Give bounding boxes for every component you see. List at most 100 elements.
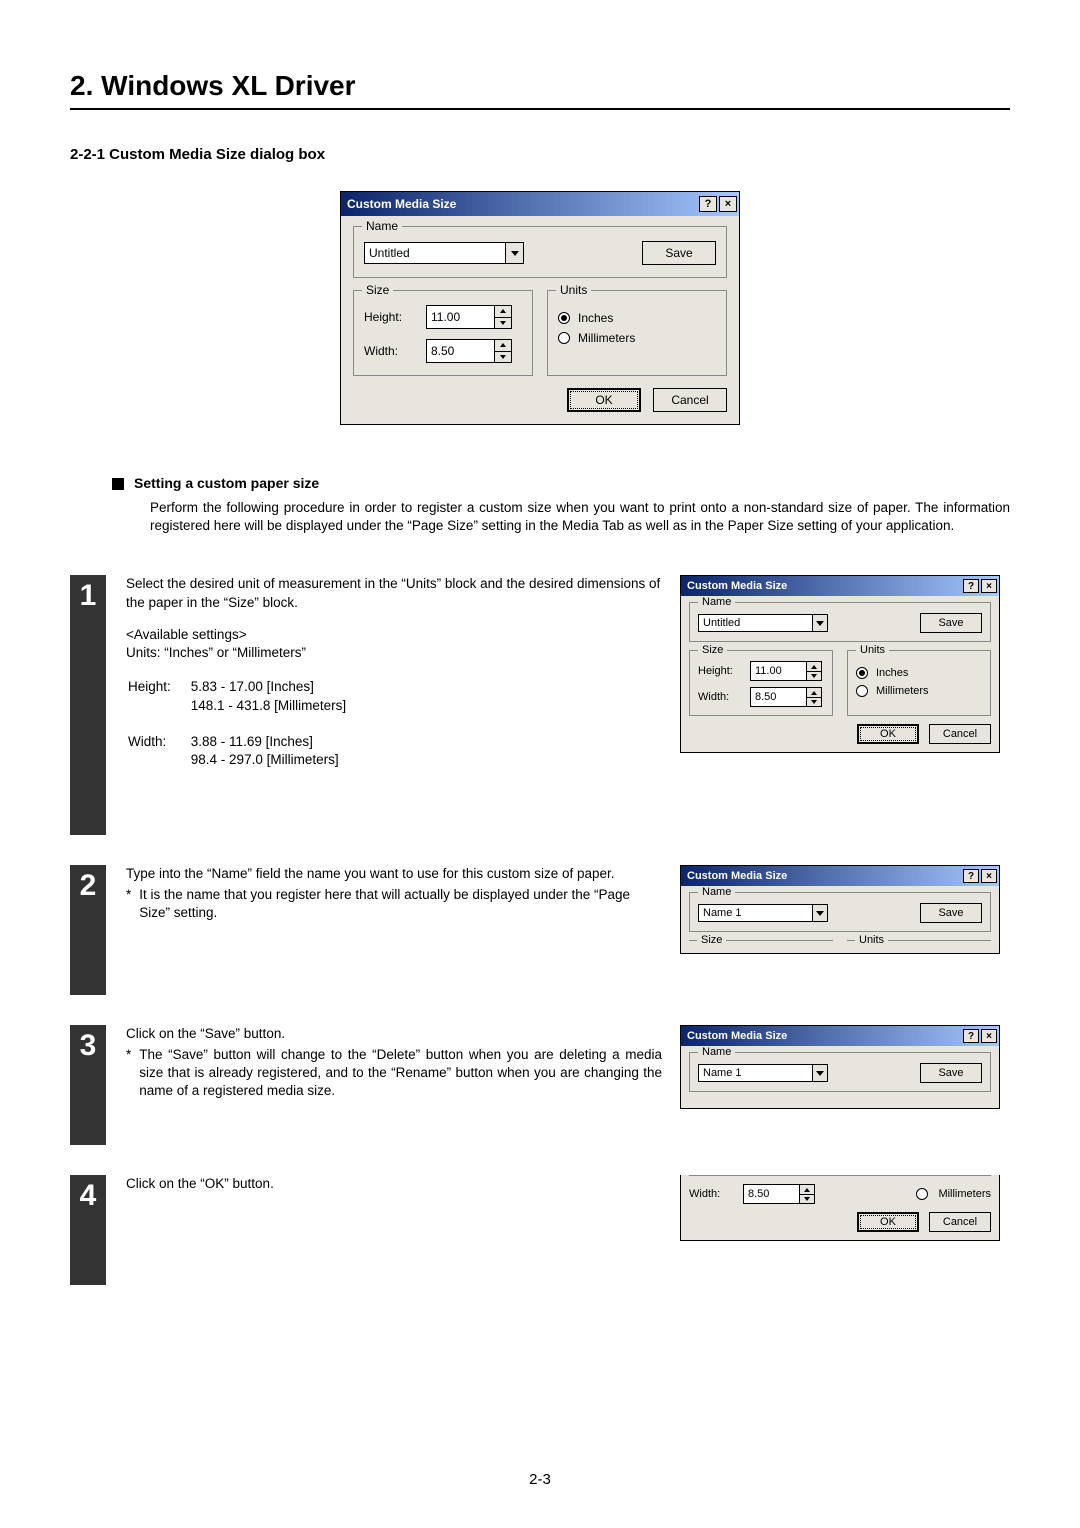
inches-label: Inches (876, 667, 908, 679)
cancel-button[interactable]: Cancel (929, 1212, 991, 1232)
name-combo[interactable]: Untitled (364, 242, 524, 264)
height-range-inches: 5.83 - 17.00 [Inches] (191, 679, 314, 694)
chevron-down-icon[interactable] (812, 615, 827, 631)
width-spinner[interactable]: 8.50 (743, 1184, 815, 1204)
height-spinner[interactable]: 11.00 (750, 661, 822, 681)
step3-line1: Click on the “Save” button. (126, 1025, 662, 1043)
units-options-text: Units: “Inches” or “Millimeters” (126, 645, 306, 660)
name-combo[interactable]: Name 1 (698, 1064, 828, 1082)
width-spinner[interactable]: 8.50 (750, 687, 822, 707)
step-number: 3 (70, 1025, 106, 1145)
step-3: 3 Click on the “Save” button. * The “Sav… (70, 1025, 1010, 1145)
page-title: 2. Windows XL Driver (70, 70, 1010, 110)
section-heading-text: Setting a custom paper size (134, 475, 319, 491)
size-group-legend: Size (362, 283, 393, 297)
cancel-button[interactable]: Cancel (929, 724, 991, 744)
step1-text: Select the desired unit of measurement i… (126, 575, 662, 611)
section-heading: Setting a custom paper size (112, 475, 1010, 491)
help-icon[interactable]: ? (963, 869, 979, 883)
size-group: Size Height: 11.00 (353, 290, 533, 376)
chevron-down-icon[interactable] (812, 1065, 827, 1081)
close-icon[interactable]: × (981, 1029, 997, 1043)
save-button[interactable]: Save (920, 613, 982, 633)
square-bullet-icon (112, 478, 124, 490)
radio-inches[interactable]: Inches (558, 311, 716, 325)
name-combo[interactable]: Name 1 (698, 904, 828, 922)
close-icon[interactable]: × (981, 869, 997, 883)
width-value: 8.50 (427, 340, 494, 362)
spin-down-icon[interactable] (495, 318, 511, 329)
ok-button[interactable]: OK (567, 388, 641, 412)
dialog-title: Custom Media Size (347, 197, 456, 211)
step-2: 2 Type into the “Name” field the name yo… (70, 865, 1010, 995)
step2-note: It is the name that you register here th… (139, 886, 662, 922)
radio-icon[interactable] (916, 1188, 928, 1200)
name-group-legend: Name (362, 219, 402, 233)
millimeters-label: Millimeters (938, 1188, 991, 1200)
units-group: Units Inches Millimeters (547, 290, 727, 376)
spin-up-icon[interactable] (495, 306, 511, 318)
width-label: Width: (698, 691, 742, 703)
size-group-legend: Size (697, 934, 726, 946)
height-label: Height: (698, 665, 742, 677)
radio-icon[interactable] (558, 332, 570, 344)
name-group-legend: Name (698, 1046, 735, 1058)
height-spinner[interactable]: 11.00 (426, 305, 512, 329)
available-settings-label: <Available settings> (126, 627, 247, 642)
save-button[interactable]: Save (920, 903, 982, 923)
name-combo[interactable]: Untitled (698, 614, 828, 632)
radio-icon[interactable] (558, 312, 570, 324)
name-value: Name 1 (699, 1067, 812, 1079)
dialog-titlebar: Custom Media Size ? × (341, 192, 739, 216)
chevron-down-icon[interactable] (505, 243, 523, 263)
step4-dialog-partial: Width: 8.50 Millimeters OK Cancel (680, 1175, 1000, 1241)
ok-button[interactable]: OK (857, 724, 919, 744)
height-value: 11.00 (751, 662, 806, 680)
help-icon[interactable]: ? (963, 1029, 979, 1043)
step4-text: Click on the “OK” button. (126, 1175, 662, 1193)
width-range-label: Width: (128, 733, 189, 773)
step-4: 4 Click on the “OK” button. Width: 8.50 … (70, 1175, 1010, 1285)
width-value: 8.50 (751, 688, 806, 706)
spin-up-icon[interactable] (495, 340, 511, 352)
height-label: Height: (364, 310, 418, 324)
save-button[interactable]: Save (920, 1063, 982, 1083)
custom-media-size-dialog: Custom Media Size ? × Name Untitled Save (340, 191, 740, 425)
name-group-legend: Name (698, 596, 735, 608)
close-icon[interactable]: × (719, 196, 737, 212)
name-value: Untitled (365, 246, 505, 260)
units-group-legend: Units (556, 283, 591, 297)
width-spinner[interactable]: 8.50 (426, 339, 512, 363)
step-number: 1 (70, 575, 106, 835)
width-range-mm: 98.4 - 297.0 [Millimeters] (191, 752, 339, 767)
spin-down-icon[interactable] (495, 352, 511, 363)
help-icon[interactable]: ? (963, 579, 979, 593)
inches-label: Inches (578, 311, 613, 325)
close-icon[interactable]: × (981, 579, 997, 593)
step2-dialog: Custom Media Size ? × Name Name 1 (680, 865, 1000, 954)
width-label: Width: (364, 344, 418, 358)
step-number: 4 (70, 1175, 106, 1285)
step-1: 1 Select the desired unit of measurement… (70, 575, 1010, 835)
dialog-title: Custom Media Size (687, 580, 787, 592)
settings-ranges: Height: 5.83 - 17.00 [Inches] 148.1 - 43… (126, 676, 366, 775)
name-group-legend: Name (698, 886, 735, 898)
dialog-title: Custom Media Size (687, 1030, 787, 1042)
step3-dialog: Custom Media Size ? × Name Name 1 (680, 1025, 1000, 1109)
height-range-label: Height: (128, 678, 189, 718)
size-group-legend: Size (698, 644, 727, 656)
ok-button[interactable]: OK (857, 1212, 919, 1232)
radio-millimeters[interactable]: Millimeters (558, 331, 716, 345)
asterisk-icon: * (126, 1046, 131, 1101)
height-range-mm: 148.1 - 431.8 [Millimeters] (191, 698, 346, 713)
chevron-down-icon[interactable] (812, 905, 827, 921)
width-range-inches: 3.88 - 11.69 [Inches] (191, 734, 313, 749)
dialog-title: Custom Media Size (687, 870, 787, 882)
page-number: 2-3 (0, 1471, 1080, 1488)
save-button[interactable]: Save (642, 241, 716, 265)
cancel-button[interactable]: Cancel (653, 388, 727, 412)
height-value: 11.00 (427, 306, 494, 328)
help-icon[interactable]: ? (699, 196, 717, 212)
step1-dialog: Custom Media Size ? × Name Untitled (680, 575, 1000, 753)
step-number: 2 (70, 865, 106, 995)
